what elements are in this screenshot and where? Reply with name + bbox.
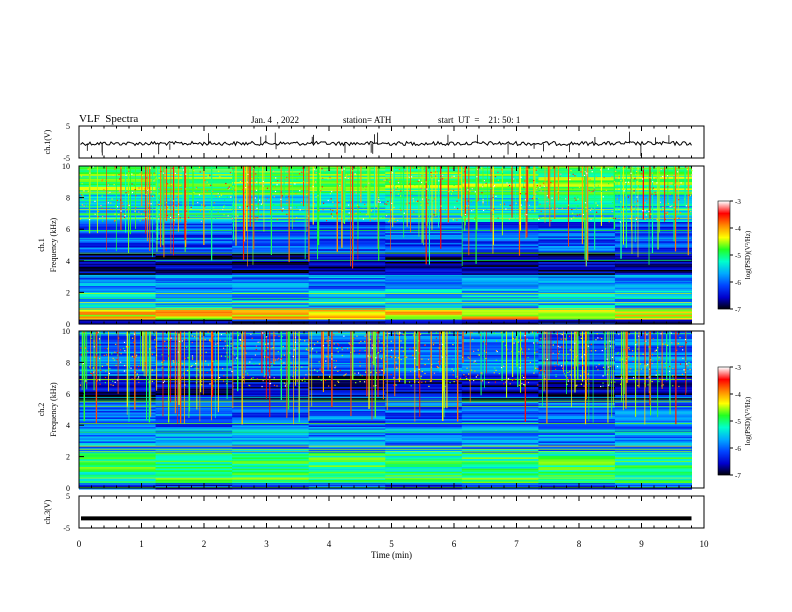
- ch1-colorbar-tick-label: -4: [735, 225, 741, 233]
- ch1-freq-tick-label: 6: [66, 225, 70, 234]
- ch2-freq-tick-label: 2: [66, 453, 70, 462]
- x-tick-label: 10: [700, 539, 710, 549]
- x-tick-label: 6: [452, 539, 457, 549]
- ch1-colorbar-tick-label: -7: [735, 306, 741, 314]
- ch1-spectrogram-ylabel: ch.1: [37, 238, 46, 252]
- x-tick-label: 7: [514, 539, 519, 549]
- ch2-spectrogram-ylabel: ch.2: [37, 403, 46, 417]
- x-tick-label: 2: [202, 539, 207, 549]
- ch1-ytick-label: -5: [63, 154, 70, 163]
- ch2-spectrogram-ylabel: Frequency (kHz): [49, 382, 58, 437]
- ch1-ytick-label: 5: [66, 122, 70, 131]
- ch1-colorbar-label: log(PSD)(V²/Hz): [744, 230, 752, 279]
- header-start-time: start UT = 21: 50: 1: [438, 115, 521, 125]
- x-tick-label: 9: [639, 539, 644, 549]
- header-station: station= ATH: [343, 115, 392, 125]
- ch3-waveform-ylabel: ch.3(V): [43, 499, 52, 524]
- ch2-colorbar-tick-label: -6: [735, 445, 741, 453]
- ch1-colorbar-tick-label: -6: [735, 279, 741, 287]
- ch3-ytick-label: -5: [63, 524, 70, 533]
- ch2-colorbar-tick-label: -7: [735, 472, 741, 480]
- ch2-colorbar-tick-label: -4: [735, 391, 741, 399]
- x-tick-label: 3: [264, 539, 269, 549]
- ch2-colorbar-label: log(PSD)(V²/Hz): [744, 396, 752, 445]
- x-tick-label: 4: [327, 539, 332, 549]
- ch2-freq-tick-label: 8: [66, 358, 70, 367]
- x-tick-label: 1: [139, 539, 144, 549]
- ch1-colorbar-tick-label: -3: [735, 198, 741, 206]
- chart-title: VLF Spectra: [79, 113, 139, 125]
- ch2-colorbar-tick-label: -3: [735, 364, 741, 372]
- ch2-colorbar-tick-label: -5: [735, 418, 741, 426]
- ch1-colorbar-tick-label: -5: [735, 252, 741, 260]
- ch1-spectrogram-ylabel: Frequency (kHz): [49, 217, 58, 272]
- ch1-spectrogram-image: [79, 166, 693, 325]
- header-date: Jan. 4 , 2022: [251, 115, 299, 125]
- ch1-freq-tick-label: 10: [62, 162, 70, 171]
- ch1-colorbar: [718, 201, 730, 310]
- ch1-freq-tick-label: 8: [66, 194, 70, 203]
- ch2-freq-tick-label: 10: [62, 327, 70, 336]
- ch2-freq-tick-label: 6: [66, 390, 70, 399]
- ch1-freq-tick-label: 2: [66, 288, 70, 297]
- x-tick-label: 8: [577, 539, 582, 549]
- ch2-freq-tick-label: 0: [66, 484, 70, 493]
- ch2-spectrogram-image: [79, 331, 692, 490]
- ch3-ytick-label: 5: [66, 492, 70, 501]
- ch1-freq-tick-label: 0: [66, 320, 70, 329]
- ch1-waveform-ylabel: ch.1(V): [43, 129, 52, 154]
- x-tick-label: 5: [389, 539, 394, 549]
- ch2-freq-tick-label: 4: [66, 421, 70, 430]
- ch2-colorbar: [718, 367, 730, 476]
- ch1-freq-tick-label: 4: [66, 257, 70, 266]
- x-tick-label: 0: [77, 539, 82, 549]
- ch1-waveform-trace: [80, 140, 692, 147]
- x-axis-label: Time (min): [371, 550, 412, 560]
